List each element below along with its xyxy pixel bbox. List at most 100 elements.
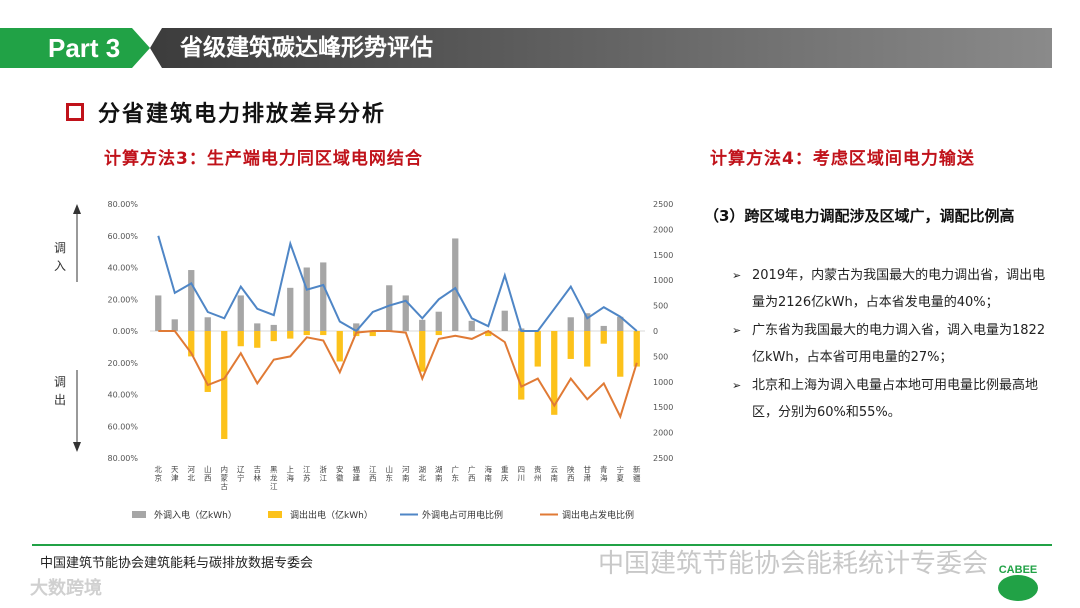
x-tick-label: 青 (600, 464, 608, 474)
x-tick-label: 山 (204, 464, 212, 474)
x-tick-label: 蒙 (221, 473, 229, 483)
y-right-tick: 2500 (653, 200, 673, 209)
x-tick-label: 津 (171, 474, 179, 483)
x-tick-label: 南 (485, 473, 493, 483)
import-bar (155, 295, 162, 331)
import-bar (270, 324, 277, 331)
x-tick-label: 内 (221, 464, 229, 474)
export-bar (303, 331, 310, 336)
x-tick-label: 湖 (419, 465, 427, 474)
x-tick-label: 西 (468, 474, 476, 483)
arrow-bullet-icon: ➢ (732, 324, 742, 337)
watermark-text: 中国建筑节能协会能耗统计专委会 (598, 549, 989, 579)
x-tick-label: 江 (369, 465, 377, 474)
x-tick-label: 广 (468, 464, 476, 474)
legend-label: 调出出电（亿kWh） (290, 509, 373, 521)
import-bar (419, 319, 426, 331)
legend-swatch (132, 511, 146, 518)
import-bar (567, 317, 574, 331)
export-bar (551, 331, 558, 415)
x-tick-label: 北 (419, 474, 427, 483)
export-bar (435, 331, 442, 336)
footer-divider (32, 544, 1052, 546)
x-tick-label: 西 (369, 474, 377, 483)
export-label-2: 出 (54, 393, 66, 407)
import-bar (435, 311, 442, 331)
import-bar (584, 313, 591, 331)
export-bar (567, 331, 574, 359)
x-tick-label: 河 (188, 465, 196, 474)
x-tick-label: 四 (518, 465, 526, 474)
y-right-tick: 1500 (653, 403, 673, 412)
export-bar (600, 331, 607, 344)
x-tick-label: 江 (270, 482, 278, 491)
x-tick-label: 广 (452, 464, 460, 474)
import-bar (386, 285, 393, 331)
x-tick-label: 吉 (254, 465, 262, 474)
x-tick-label: 龙 (270, 473, 278, 483)
section-title: 省级建筑碳达峰形势评估 (180, 35, 433, 61)
y-right-tick: 0 (653, 327, 658, 336)
y-left-tick: 60.00% (107, 232, 138, 241)
export-bar (534, 331, 541, 367)
y-right-tick: 1000 (653, 378, 673, 387)
x-tick-label: 东 (386, 473, 394, 483)
export-bar (369, 331, 376, 337)
method3-title: 计算方法3：生产端电力同区域电网结合 (104, 149, 423, 169)
x-tick-label: 徽 (336, 473, 344, 483)
x-tick-label: 川 (518, 474, 526, 483)
x-tick-label: 宁 (237, 473, 245, 483)
y-left-tick: 80.00% (107, 200, 138, 209)
export-ratio-line (158, 329, 638, 420)
footer-organization: 中国建筑节能协会建筑能耗与碳排放数据专委会 (40, 556, 314, 571)
export-bar (270, 331, 277, 342)
import-bar (303, 267, 310, 331)
import-bar (204, 317, 211, 331)
legend-label: 外调电占可用电比例 (422, 509, 503, 521)
bullet-text: 广东省为我国最大的电力调入省，调入电量为1822亿kWh，占本省可用电量的27%… (752, 323, 1046, 365)
export-bar (221, 331, 228, 440)
x-tick-label: 肃 (584, 473, 592, 483)
import-bar (402, 295, 409, 331)
import-bar (468, 320, 475, 331)
bullet-item: ➢ 北京和上海为调入电量占本地可用电量比例最高地区，分别为60%和55%。 (732, 372, 1062, 428)
export-bar (254, 331, 261, 348)
import-bar (254, 323, 261, 331)
import-bar (452, 238, 459, 331)
x-tick-label: 西 (204, 474, 212, 483)
y-left-tick: 40.00% (107, 264, 138, 273)
x-tick-label: 南 (551, 473, 559, 483)
export-bar (419, 331, 426, 372)
import-bar (501, 310, 508, 331)
x-tick-label: 西 (567, 474, 575, 483)
x-tick-label: 海 (485, 464, 493, 474)
cabee-logo-text: CABEE (999, 564, 1038, 576)
x-tick-label: 安 (336, 464, 344, 474)
x-tick-label: 浙 (320, 464, 328, 474)
import-ratio-line (157, 235, 638, 333)
export-bar (204, 331, 211, 392)
x-tick-label: 甘 (584, 464, 592, 474)
export-arrowhead (73, 442, 81, 452)
x-tick-label: 云 (551, 465, 559, 474)
x-tick-label: 上 (287, 465, 295, 474)
x-tick-label: 夏 (617, 474, 625, 483)
bullet-item: ➢ 广东省为我国最大的电力调入省，调入电量为1822亿kWh，占本省可用电量的2… (732, 317, 1062, 373)
export-bar (336, 331, 343, 362)
import-bar (237, 295, 244, 331)
point3-heading: （3）跨区域电力调配涉及区域广，调配比例高 (704, 207, 1015, 225)
x-tick-label: 江 (303, 465, 311, 474)
x-tick-label: 古 (221, 481, 229, 491)
import-arrowhead (73, 204, 81, 214)
y-right-tick: 2000 (653, 225, 673, 234)
y-left-tick: 80.00% (107, 454, 138, 463)
export-bar (320, 331, 327, 336)
x-tick-label: 福 (353, 465, 361, 474)
bullet-text: 2019年，内蒙古为我国最大的电力调出省，调出电量为2126亿kWh，占本省发电… (752, 268, 1046, 310)
x-tick-label: 山 (386, 464, 394, 474)
x-tick-label: 黑 (270, 465, 278, 474)
corner-watermark: 大数跨境 (30, 578, 102, 599)
x-tick-label: 庆 (501, 473, 509, 483)
method4-title: 计算方法4：考虑区域间电力输送 (710, 149, 975, 169)
electricity-chart: 80.00% 60.00% 40.00% 20.00% 0.00% 20.00% 40.00… (54, 200, 673, 521)
